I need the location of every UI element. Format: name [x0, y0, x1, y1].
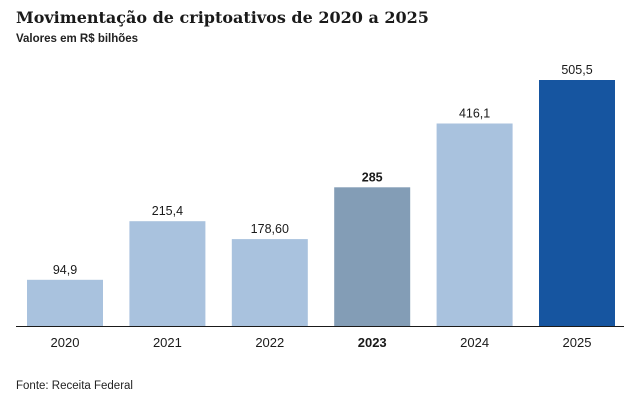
bar-2023 — [334, 187, 411, 326]
value-label-2023: 285 — [362, 170, 383, 184]
value-label-2025: 505,5 — [561, 63, 592, 77]
bar-2022 — [231, 239, 308, 326]
bar-2021 — [129, 221, 206, 326]
category-label-2022: 2022 — [255, 335, 284, 350]
value-label-2022: 178,60 — [251, 222, 289, 236]
bar-2020 — [27, 279, 103, 326]
value-label-2020: 94,9 — [53, 263, 77, 277]
bar-chart: 94,9 2020 215,4 2021 178,60 2022 285 2023 416,1 2… — [16, 63, 624, 350]
value-label-2021: 215,4 — [152, 204, 183, 218]
value-label-2024: 416,1 — [459, 107, 490, 121]
chart-title: Movimentação de criptoativos de 2020 a 2… — [16, 8, 429, 27]
source-note: Fonte: Receita Federal — [16, 380, 133, 392]
chart-subtitle: Valores em R$ bilhões — [16, 33, 139, 45]
category-label-2023: 2023 — [358, 335, 387, 350]
bar-2024 — [436, 123, 513, 326]
category-label-2020: 2020 — [51, 335, 80, 350]
bar-2025 — [539, 80, 615, 326]
category-label-2025: 2025 — [563, 335, 592, 350]
category-label-2024: 2024 — [460, 335, 489, 350]
category-label-2021: 2021 — [153, 335, 182, 350]
